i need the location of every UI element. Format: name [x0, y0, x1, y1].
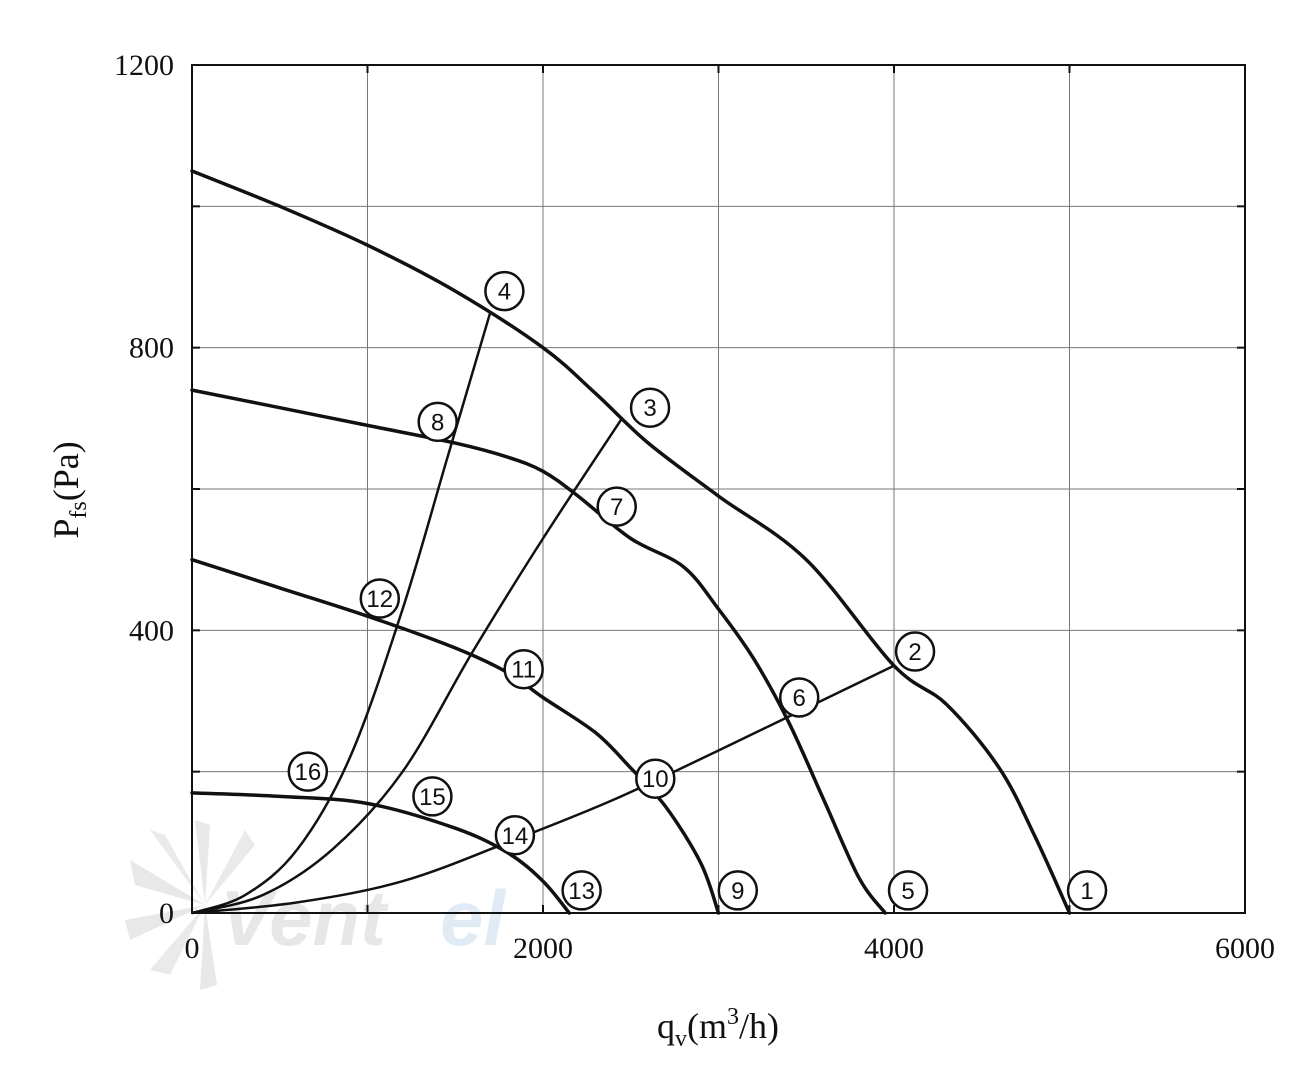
marker-circle [635, 758, 676, 799]
x-tick-label: 2000 [513, 932, 573, 965]
marker-label: 10 [642, 766, 669, 793]
ventel-watermark-logo: Vent el [125, 820, 506, 990]
marker-label: 3 [643, 395, 656, 422]
curve-marker-10: 10 [635, 758, 676, 799]
curve-marker-4: 4 [484, 270, 525, 312]
system-curve [191, 664, 895, 915]
marker-label: 9 [731, 878, 744, 905]
marker-label: 12 [366, 586, 393, 613]
y-axis-label: Pfs(Pa) [46, 441, 92, 538]
marker-circle [484, 270, 525, 312]
x-tick-label: 0 [185, 932, 200, 965]
svg-text:el: el [440, 874, 506, 962]
marker-circle [629, 387, 671, 428]
curve-marker-15: 15 [412, 776, 453, 817]
marker-label: 5 [901, 878, 914, 905]
marker-label: 15 [419, 784, 446, 811]
marker-circle [894, 631, 936, 672]
curve-marker-2: 2 [894, 631, 936, 672]
curve-marker-16: 16 [287, 751, 329, 792]
y-tick-label: 400 [129, 614, 174, 647]
marker-label: 14 [502, 823, 529, 850]
curve-marker-9: 9 [717, 870, 759, 911]
marker-label: 16 [294, 759, 321, 786]
marker-circle [1066, 870, 1108, 911]
y-tick-label: 800 [129, 332, 174, 365]
marker-label: 6 [793, 685, 806, 712]
marker-circle [561, 870, 602, 911]
curve-marker-3: 3 [629, 387, 671, 428]
fan-curve [190, 557, 721, 915]
curve-marker-11: 11 [503, 648, 544, 690]
marker-label: 1 [1080, 878, 1093, 905]
curve-marker-13: 13 [561, 870, 602, 911]
y-tick-label: 0 [159, 897, 174, 930]
curve-marker-5: 5 [887, 870, 929, 911]
svg-text:Vent: Vent [220, 874, 389, 962]
marker-label: 2 [908, 639, 921, 666]
grid-lines [192, 65, 1245, 913]
marker-label: 7 [610, 494, 623, 521]
curve-marker-8: 8 [417, 401, 458, 443]
marker-circle [596, 486, 637, 527]
x-tick-label: 6000 [1215, 932, 1275, 965]
curve-marker-12: 12 [359, 578, 401, 619]
marker-circle [417, 401, 458, 443]
marker-circle [287, 751, 329, 792]
x-axis-label: qv(m3/h) [657, 1004, 779, 1052]
marker-circle [494, 815, 536, 856]
marker-label: 8 [431, 409, 444, 436]
marker-label: 13 [568, 878, 595, 905]
marker-label: 11 [511, 657, 536, 684]
system-curve [191, 311, 492, 915]
system-curve [191, 417, 624, 915]
marker-circle [778, 677, 820, 718]
curve-marker-6: 6 [778, 677, 820, 718]
marker-circle [359, 578, 401, 619]
curve-marker-7: 7 [596, 486, 637, 527]
y-tick-label: 1200 [114, 49, 174, 82]
marker-circle [503, 648, 544, 690]
x-tick-label: 4000 [864, 932, 924, 965]
marker-label: 4 [498, 279, 511, 306]
marker-circle [887, 870, 929, 911]
marker-circle [412, 776, 453, 817]
fan-curve [190, 791, 572, 915]
fan-curve [190, 169, 1072, 915]
marker-circle [717, 870, 759, 911]
curve-marker-14: 14 [494, 815, 536, 856]
chart-curves [190, 169, 1072, 915]
fan-curve [190, 388, 887, 915]
axis-ticks: 0 2000 4000 6000 0 400 800 1200 [114, 49, 1275, 965]
curve-marker-1: 1 [1066, 870, 1108, 911]
